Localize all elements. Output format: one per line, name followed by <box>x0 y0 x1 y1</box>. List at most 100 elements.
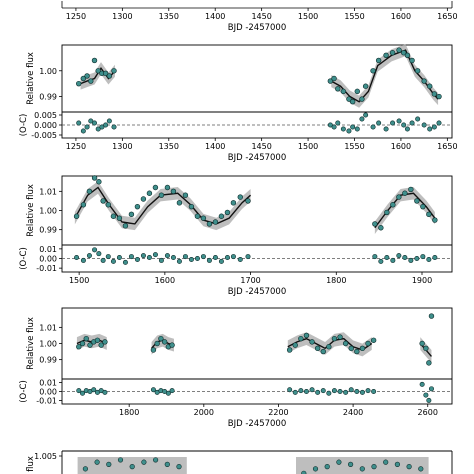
data-point <box>292 342 298 348</box>
residual-y-tick-label: 0.01 <box>39 379 57 388</box>
x-tick-label: 2000 <box>194 408 214 417</box>
data-point <box>170 188 177 195</box>
data-point <box>176 464 182 470</box>
data-point <box>164 461 170 467</box>
y-tick-label: 1.005 <box>34 452 57 461</box>
data-point <box>200 215 207 221</box>
data-point <box>428 313 435 319</box>
data-point <box>94 459 100 465</box>
residual-point <box>427 126 433 132</box>
residual-point <box>409 120 415 126</box>
data-point <box>337 334 343 340</box>
residual-point <box>80 390 86 396</box>
data-point <box>432 217 438 223</box>
residual-point <box>327 122 333 128</box>
residual-point <box>372 254 378 260</box>
data-point <box>106 461 112 467</box>
data-point <box>153 457 159 463</box>
data-point <box>324 464 330 470</box>
data-point <box>102 70 109 77</box>
data-point <box>327 78 334 84</box>
residual-point <box>426 256 432 262</box>
data-point <box>346 96 352 102</box>
data-point <box>375 57 382 64</box>
residual-point <box>309 387 315 393</box>
residual-point <box>370 124 376 130</box>
data-point <box>408 186 414 193</box>
residual-point <box>170 255 176 261</box>
data-point <box>362 83 369 89</box>
residual-point <box>88 118 94 124</box>
data-point <box>76 80 82 87</box>
panel-frame <box>61 307 453 405</box>
residual-point <box>237 256 243 262</box>
data-point <box>335 86 341 92</box>
residual-point <box>158 257 164 263</box>
residual-point <box>315 389 321 395</box>
residual-point <box>346 128 352 134</box>
residual-point <box>396 118 402 124</box>
residual-point <box>105 254 111 260</box>
data-point <box>389 50 396 56</box>
data-point <box>409 57 415 64</box>
y-tick-label: 0.99 <box>39 356 57 365</box>
residual-point <box>303 388 309 394</box>
y-tick-label: 1.01 <box>39 323 57 332</box>
residual-point <box>390 120 396 126</box>
residual-point <box>100 257 106 263</box>
residual-point <box>194 255 200 261</box>
residual-point <box>390 257 396 263</box>
residual-point <box>218 258 224 264</box>
data-point <box>230 200 237 206</box>
residual-point <box>414 255 420 261</box>
y-tick-label: 1.00 <box>39 67 57 76</box>
data-point <box>286 347 293 353</box>
x-tick-label: 1550 <box>344 142 364 151</box>
residual-y-tick-label: 0.00 <box>39 388 57 397</box>
residual-point <box>80 257 86 263</box>
residual-point <box>350 124 356 130</box>
residual-point <box>421 122 427 128</box>
y-tick-label: 0.99 <box>39 93 57 102</box>
data-point <box>336 459 342 465</box>
data-point <box>154 340 160 347</box>
data-point <box>331 75 337 82</box>
y-axis-label: flux <box>26 456 36 472</box>
residual-point <box>326 390 332 396</box>
residual-point <box>212 255 218 261</box>
data-point <box>102 339 108 345</box>
data-point <box>402 190 408 196</box>
data-point <box>146 190 153 196</box>
x-tick-label: 2200 <box>268 408 288 417</box>
data-point <box>370 68 376 74</box>
residual-point <box>365 388 371 394</box>
data-point <box>82 466 88 472</box>
data-point <box>354 88 360 95</box>
data-point <box>91 57 98 64</box>
data-point <box>150 347 157 353</box>
data-point <box>394 461 401 467</box>
data-point <box>116 215 123 221</box>
residual-point <box>122 259 128 265</box>
data-point <box>134 203 141 210</box>
data-point <box>404 52 411 59</box>
data-point <box>436 93 442 100</box>
residual-point <box>354 126 360 132</box>
data-point <box>158 335 164 342</box>
data-point <box>224 209 231 216</box>
residual-point <box>102 389 108 395</box>
data-point <box>383 459 389 465</box>
data-point <box>206 221 213 227</box>
x-tick-label: 1300 <box>112 142 132 151</box>
data-point <box>79 340 86 347</box>
x-tick-label: 1450 <box>251 142 271 151</box>
data-point <box>141 459 147 465</box>
x-tick-label: 1450 <box>251 12 271 21</box>
residual-point <box>287 387 293 393</box>
data-point <box>372 221 378 227</box>
residual-point <box>176 258 182 264</box>
residual-y-tick-label: -0.01 <box>36 396 57 405</box>
data-point <box>383 52 389 59</box>
residual-point <box>91 387 97 393</box>
